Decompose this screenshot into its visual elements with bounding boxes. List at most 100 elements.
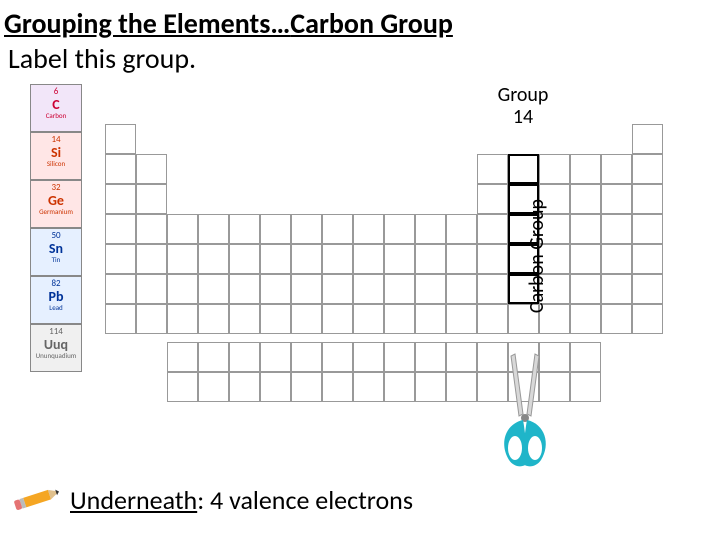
pt-cell bbox=[632, 304, 663, 334]
pt-cell bbox=[570, 124, 601, 154]
pt-cell bbox=[260, 274, 291, 304]
element-cell: 14SiSilicon bbox=[30, 132, 82, 180]
pt-cell bbox=[601, 214, 632, 244]
pt-cell bbox=[260, 184, 291, 214]
pt-cell bbox=[260, 244, 291, 274]
group-label-word: Group bbox=[488, 84, 558, 106]
title-prefix: Grouping the Elements… bbox=[4, 6, 290, 41]
pt-cell bbox=[446, 124, 477, 154]
pt-cell bbox=[477, 214, 508, 244]
pt-cell bbox=[136, 372, 167, 402]
pt-cell bbox=[415, 244, 446, 274]
pt-cell bbox=[601, 154, 632, 184]
pt-cell bbox=[136, 244, 167, 274]
pt-cell bbox=[632, 214, 663, 244]
pt-cell bbox=[229, 184, 260, 214]
pt-cell bbox=[539, 154, 570, 184]
pt-cell bbox=[539, 124, 570, 154]
pt-cell bbox=[322, 244, 353, 274]
pt-cell bbox=[632, 244, 663, 274]
pt-cell bbox=[322, 184, 353, 214]
table-row bbox=[105, 372, 665, 402]
group-label: Group 14 bbox=[488, 84, 558, 128]
pt-cell bbox=[260, 214, 291, 244]
pt-cell bbox=[105, 244, 136, 274]
pt-cell bbox=[322, 372, 353, 402]
pt-cell bbox=[229, 244, 260, 274]
pt-cell bbox=[105, 214, 136, 244]
pt-cell bbox=[384, 304, 415, 334]
pt-cell bbox=[601, 244, 632, 274]
title-highlight: Carbon Group bbox=[290, 6, 453, 41]
pt-cell bbox=[198, 124, 229, 154]
pt-cell bbox=[167, 214, 198, 244]
pt-cell bbox=[291, 372, 322, 402]
pt-cell bbox=[446, 214, 477, 244]
pt-cell bbox=[601, 342, 632, 372]
table-row bbox=[105, 342, 665, 372]
table-row bbox=[105, 124, 665, 154]
pt-cell bbox=[601, 124, 632, 154]
pt-cell bbox=[415, 124, 446, 154]
pt-cell bbox=[384, 184, 415, 214]
pt-cell bbox=[384, 342, 415, 372]
pt-cell bbox=[291, 274, 322, 304]
element-cell: 32GeGermanium bbox=[30, 180, 82, 228]
pt-cell bbox=[570, 372, 601, 402]
pt-cell bbox=[477, 244, 508, 274]
pt-cell bbox=[632, 154, 663, 184]
pt-cell bbox=[446, 244, 477, 274]
pt-cell bbox=[353, 154, 384, 184]
pt-cell bbox=[260, 124, 291, 154]
pt-cell bbox=[446, 304, 477, 334]
pt-cell bbox=[570, 342, 601, 372]
pt-cell bbox=[260, 154, 291, 184]
footer-text: Underneath: 4 valence electrons bbox=[70, 484, 413, 516]
pt-cell bbox=[477, 184, 508, 214]
footer-rest: : 4 valence electrons bbox=[197, 484, 413, 516]
pt-cell bbox=[291, 184, 322, 214]
pt-cell bbox=[601, 372, 632, 402]
pt-cell bbox=[570, 244, 601, 274]
pt-cell bbox=[415, 184, 446, 214]
pt-cell bbox=[105, 372, 136, 402]
pt-cell bbox=[167, 274, 198, 304]
pt-cell bbox=[415, 154, 446, 184]
pt-cell bbox=[477, 124, 508, 154]
pt-cell bbox=[260, 342, 291, 372]
pt-cell bbox=[229, 154, 260, 184]
pt-cell bbox=[353, 274, 384, 304]
pt-cell bbox=[322, 154, 353, 184]
pt-cell bbox=[570, 154, 601, 184]
group-label-number: 14 bbox=[488, 106, 558, 128]
page-title: Grouping the Elements…Carbon Group bbox=[0, 0, 720, 41]
pt-cell bbox=[415, 214, 446, 244]
pt-cell bbox=[229, 372, 260, 402]
pt-cell bbox=[136, 154, 167, 184]
content-area: 6CCarbon14SiSilicon32GeGermanium50SnTin8… bbox=[10, 84, 710, 464]
pt-cell bbox=[446, 372, 477, 402]
pt-cell bbox=[570, 184, 601, 214]
table-row bbox=[105, 184, 665, 214]
pt-cell bbox=[136, 342, 167, 372]
table-row bbox=[105, 304, 665, 334]
pt-cell bbox=[353, 372, 384, 402]
pt-cell bbox=[477, 274, 508, 304]
pt-cell bbox=[136, 304, 167, 334]
pt-cell bbox=[105, 304, 136, 334]
pt-cell bbox=[384, 154, 415, 184]
table-row bbox=[105, 244, 665, 274]
pt-cell bbox=[477, 154, 508, 184]
pt-cell bbox=[415, 342, 446, 372]
pt-cell bbox=[291, 244, 322, 274]
element-cell: 6CCarbon bbox=[30, 84, 82, 132]
pt-cell bbox=[384, 124, 415, 154]
pt-cell bbox=[291, 124, 322, 154]
pt-cell bbox=[446, 274, 477, 304]
vertical-group-name: Carbon Group bbox=[525, 199, 549, 313]
pt-cell bbox=[384, 214, 415, 244]
pt-cell bbox=[415, 274, 446, 304]
pt-cell bbox=[322, 274, 353, 304]
pt-cell bbox=[291, 342, 322, 372]
pt-cell bbox=[105, 124, 136, 154]
